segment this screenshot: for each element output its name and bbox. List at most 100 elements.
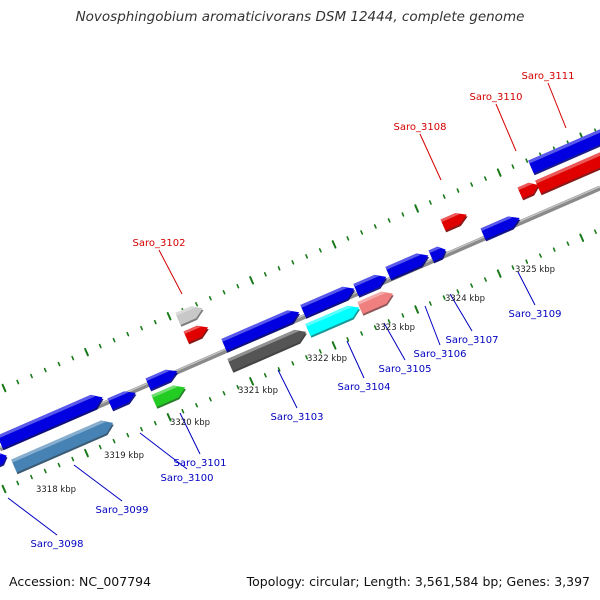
leader-line-g3110 (495, 103, 517, 152)
tick-mark-upper (373, 224, 377, 229)
tick-mark-upper (112, 337, 116, 343)
gene-arrow-g3097[interactable] (0, 450, 10, 470)
leader-line-g3098 (7, 497, 58, 536)
gene-label-g3109[interactable]: Saro_3109 (509, 309, 562, 320)
tick-mark-lower (222, 390, 226, 396)
tick-mark-lower (552, 247, 556, 252)
tick-mark-lower (43, 468, 47, 474)
leader-line-g3099 (73, 464, 123, 502)
gene-label-g3098[interactable]: Saro_3098 (31, 539, 84, 550)
gene-arrow-g3104[interactable] (300, 283, 357, 319)
tick-mark-upper (318, 248, 322, 253)
gene-label-g3102a[interactable]: Saro_3102 (133, 238, 186, 249)
tick-mark-lower (305, 355, 309, 360)
gene-layer (0, 125, 600, 475)
tick-mark-lower (331, 341, 337, 350)
tick-mark-upper (249, 276, 254, 285)
tick-mark-upper (346, 236, 350, 241)
tick-mark-lower (318, 349, 322, 354)
scale-label: 3321 kbp (238, 386, 278, 396)
tick-mark-upper (153, 319, 157, 325)
gene-label-g3105[interactable]: Saro_3105 (379, 364, 432, 375)
gene-arrow-g3100[interactable] (107, 387, 139, 412)
tick-mark-upper (387, 218, 391, 223)
gene-arrow-g3101b[interactable] (151, 381, 188, 409)
gene-arrow-g3105[interactable] (353, 271, 389, 298)
gene-arrow-g3102a[interactable] (175, 302, 206, 327)
gene-label-g3106[interactable]: Saro_3106 (414, 349, 467, 360)
tick-mark-upper (291, 260, 295, 265)
tick-mark-upper (57, 361, 61, 367)
tick-mark-upper (195, 301, 198, 307)
leader-line-g3100 (139, 432, 188, 470)
gene-label-g3100[interactable]: Saro_3100 (161, 473, 214, 484)
tick-mark-lower (360, 331, 364, 336)
gene-arrow-g3108[interactable] (440, 209, 470, 233)
tick-mark-lower (387, 319, 391, 324)
tick-mark-upper (126, 331, 130, 337)
tick-mark-upper (428, 200, 432, 205)
tick-mark-lower (249, 377, 254, 386)
tick-mark-upper (331, 240, 337, 249)
tick-mark-lower (1, 484, 7, 494)
tick-mark-upper (263, 271, 267, 277)
tick-mark-upper (401, 212, 405, 217)
gene-arrow-g3103[interactable] (221, 306, 302, 353)
tick-mark-lower (208, 396, 212, 402)
gene-arrow-g3104b[interactable] (305, 302, 362, 338)
gene-arrow-g3101[interactable] (145, 366, 181, 392)
tick-mark-lower (140, 426, 143, 432)
gene-arrow-g3109[interactable] (480, 213, 523, 242)
map-title: Novosphingobium aromaticivorans DSM 1244… (75, 9, 525, 25)
gene-label-layer: Saro_3098 Saro_3099 Saro_3100 Saro_3101 Saro… (7, 71, 575, 550)
tick-mark-lower (470, 283, 474, 288)
tick-mark-upper (470, 182, 474, 187)
gene-arrow-g3105b[interactable] (357, 288, 396, 316)
gene-label-g3103[interactable]: Saro_3103 (271, 412, 324, 423)
tick-mark-upper (71, 355, 75, 361)
gene-arrow-g3102b[interactable] (183, 322, 212, 345)
tick-mark-upper (442, 194, 446, 199)
tick-mark-lower (166, 413, 172, 422)
tick-mark-lower (126, 432, 130, 438)
leader-line-g3109 (517, 271, 536, 306)
tick-mark-upper (496, 168, 502, 177)
tick-mark-upper (483, 176, 487, 181)
tick-track-upper (1, 128, 597, 393)
tick-mark-lower (153, 420, 157, 426)
gene-arrow-g3099[interactable] (11, 417, 116, 475)
tick-mark-lower (346, 337, 350, 342)
tick-mark-upper (414, 204, 419, 213)
gene-label-g3108[interactable]: Saro_3108 (394, 122, 447, 133)
tick-mark-upper (236, 283, 240, 289)
tick-mark-upper (222, 289, 226, 295)
gene-label-g3110[interactable]: Saro_3110 (470, 92, 523, 103)
tick-mark-upper (456, 188, 460, 193)
tick-mark-lower (112, 438, 116, 444)
tick-mark-upper (84, 347, 89, 357)
scale-label: 3324 kbp (445, 294, 485, 304)
tick-mark-lower (16, 480, 20, 486)
leader-line-g3104 (346, 340, 365, 379)
gene-arrow-g3111b[interactable] (528, 125, 600, 176)
gene-label-g3101[interactable]: Saro_3101 (174, 458, 227, 469)
leader-line-g3108 (419, 133, 442, 181)
tick-mark-upper (30, 373, 33, 379)
tick-mark-upper (525, 158, 529, 163)
tick-mark-upper (1, 383, 7, 393)
tick-mark-lower (538, 253, 542, 258)
tick-mark-lower (84, 448, 89, 458)
gene-label-g3107[interactable]: Saro_3107 (446, 335, 499, 346)
gene-label-g3104[interactable]: Saro_3104 (338, 382, 391, 393)
gene-arrow-g3107[interactable] (428, 244, 449, 264)
tick-mark-upper (360, 230, 364, 235)
gene-arrow-g3106[interactable] (385, 249, 431, 281)
gene-arrow-g3098[interactable] (0, 391, 106, 451)
gene-arrow-g3103b[interactable] (227, 326, 309, 373)
gene-label-g3099[interactable]: Saro_3099 (96, 505, 149, 516)
tick-mark-lower (195, 402, 198, 408)
gene-arrow-g3110[interactable] (517, 180, 542, 201)
gene-label-g3111[interactable]: Saro_3111 (522, 71, 575, 82)
tick-mark-lower (511, 265, 515, 270)
